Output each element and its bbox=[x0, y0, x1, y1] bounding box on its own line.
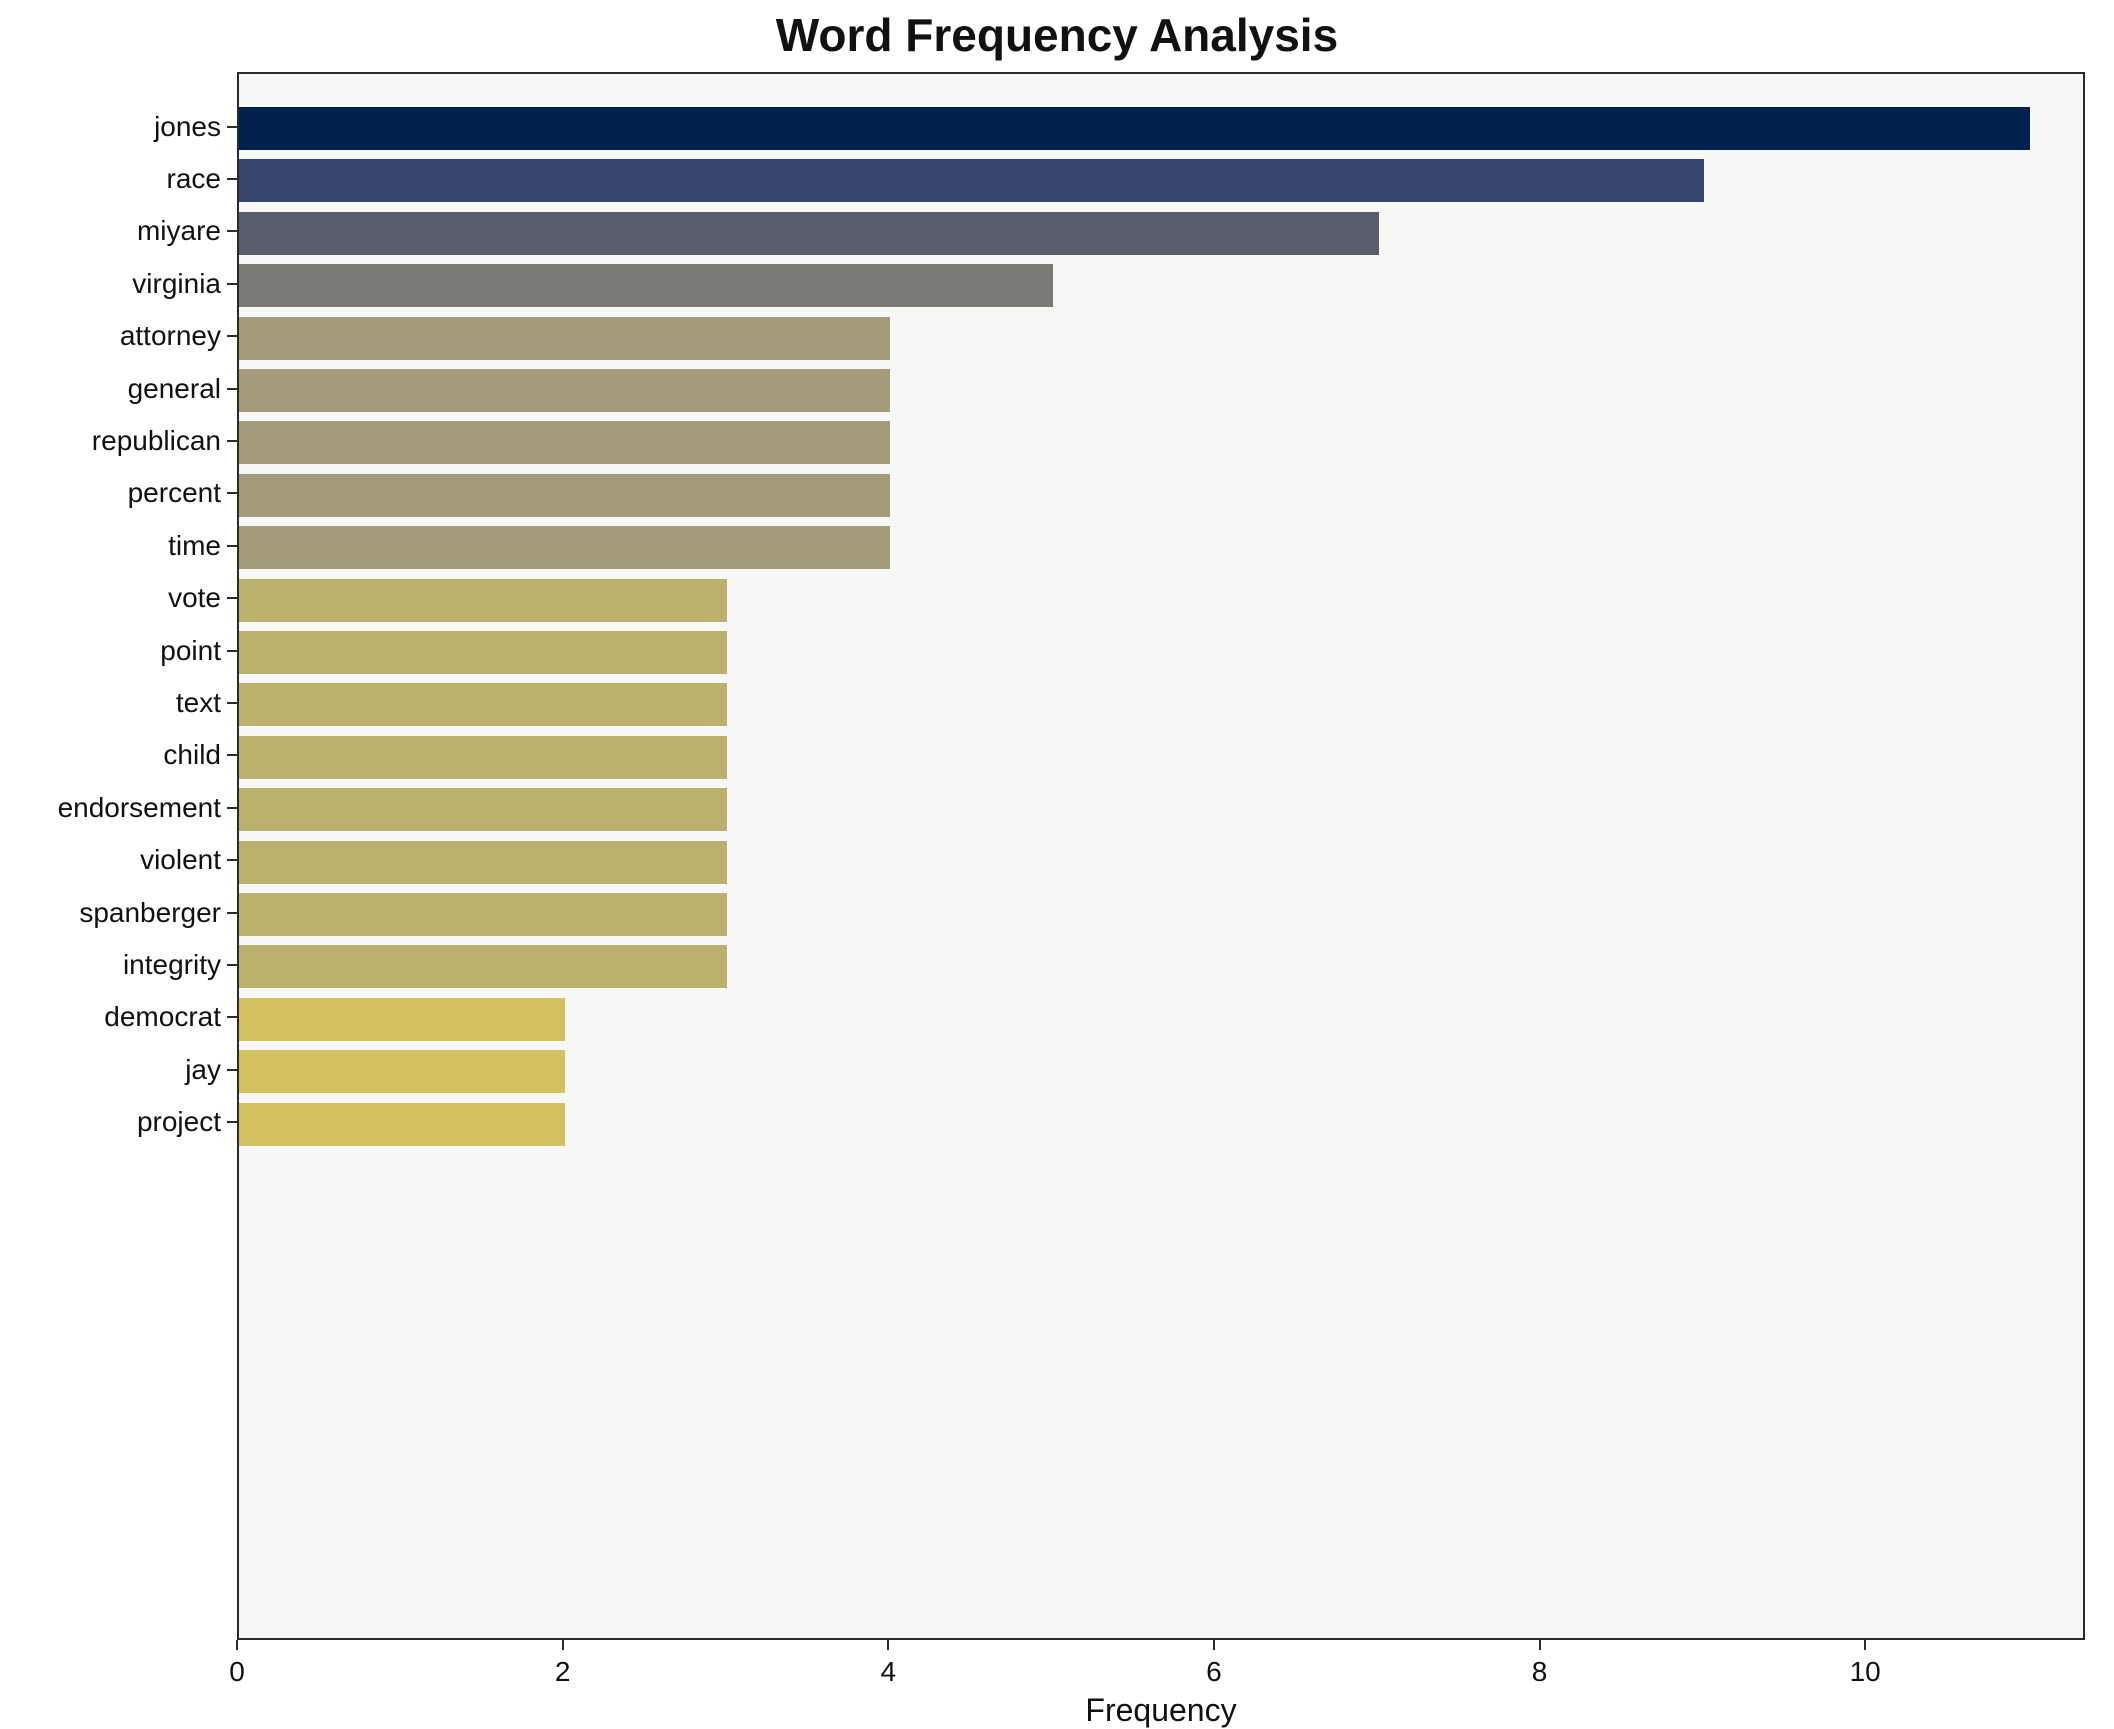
bar-text bbox=[239, 683, 728, 727]
y-tick-label-attorney: attorney bbox=[119, 320, 221, 352]
y-tick-label-point: point bbox=[160, 634, 221, 666]
y-tick-mark bbox=[227, 230, 237, 233]
y-tick-label-vote: vote bbox=[168, 582, 221, 614]
bar-time bbox=[239, 526, 891, 570]
y-tick-label-jay: jay bbox=[185, 1053, 221, 1085]
y-tick-label-jones: jones bbox=[154, 110, 221, 142]
x-tick-label: 8 bbox=[1531, 1656, 1548, 1687]
y-tick-mark bbox=[227, 177, 237, 180]
bar-child bbox=[239, 735, 728, 779]
bar-violent bbox=[239, 840, 728, 884]
chart-title: Word Frequency Analysis bbox=[775, 9, 1339, 61]
x-tick-label: 0 bbox=[229, 1656, 245, 1687]
bar-miyare bbox=[239, 211, 1379, 255]
y-tick-mark bbox=[227, 649, 237, 652]
x-tick-label: 4 bbox=[880, 1656, 897, 1687]
bar-jones bbox=[239, 107, 2030, 150]
bar-virginia bbox=[239, 264, 1054, 308]
y-tick-mark bbox=[227, 492, 237, 495]
y-tick-mark bbox=[227, 859, 237, 862]
y-tick-label-virginia: virginia bbox=[132, 267, 221, 299]
y-tick-mark bbox=[227, 439, 237, 442]
bar-vote bbox=[239, 578, 728, 622]
y-tick-label-miyare: miyare bbox=[136, 215, 221, 247]
y-tick-mark bbox=[227, 544, 237, 547]
y-tick-label-violent: violent bbox=[140, 844, 221, 876]
bar-percent bbox=[239, 473, 891, 517]
bar-spanberger bbox=[239, 893, 728, 936]
y-tick-mark bbox=[227, 125, 237, 128]
x-tick-label: 6 bbox=[1206, 1656, 1222, 1687]
x-tick-mark bbox=[236, 1640, 238, 1650]
y-tick-mark bbox=[227, 701, 237, 704]
y-tick-mark bbox=[227, 597, 237, 600]
y-tick-mark bbox=[227, 1121, 237, 1124]
y-tick-label-percent: percent bbox=[127, 477, 221, 509]
y-tick-mark bbox=[227, 335, 237, 338]
y-tick-mark bbox=[227, 754, 237, 757]
y-tick-mark bbox=[227, 911, 237, 914]
y-tick-label-time: time bbox=[168, 529, 221, 561]
x-axis-label: Frequency bbox=[1085, 1692, 1237, 1728]
y-tick-label-general: general bbox=[127, 372, 221, 404]
y-tick-label-child: child bbox=[163, 739, 221, 771]
y-tick-mark bbox=[227, 963, 237, 966]
bar-attorney bbox=[239, 316, 891, 360]
y-tick-mark bbox=[227, 1016, 237, 1019]
bar-republican bbox=[239, 421, 891, 465]
y-tick-mark bbox=[227, 282, 237, 285]
y-tick-label-project: project bbox=[136, 1106, 221, 1138]
y-tick-mark bbox=[227, 806, 237, 809]
y-tick-label-spanberger: spanberger bbox=[79, 896, 221, 928]
x-tick-mark bbox=[1864, 1640, 1867, 1650]
x-tick-label: 2 bbox=[554, 1656, 571, 1687]
y-tick-label-republican: republican bbox=[91, 424, 221, 456]
x-tick-mark bbox=[1538, 1640, 1541, 1650]
bar-point bbox=[239, 631, 728, 674]
x-tick-label: 10 bbox=[1849, 1656, 1881, 1687]
y-tick-label-integrity: integrity bbox=[122, 948, 221, 980]
y-tick-mark bbox=[227, 387, 237, 390]
bar-general bbox=[239, 369, 891, 412]
bar-democrat bbox=[239, 997, 565, 1041]
x-tick-mark bbox=[1212, 1640, 1215, 1650]
bar-race bbox=[239, 159, 1705, 203]
y-tick-label-endorsement: endorsement bbox=[57, 791, 221, 823]
bar-project bbox=[239, 1102, 565, 1146]
x-tick-mark bbox=[887, 1640, 890, 1650]
plot-area bbox=[237, 72, 2085, 1640]
y-tick-label-democrat: democrat bbox=[104, 1001, 221, 1033]
bar-integrity bbox=[239, 945, 728, 989]
bar-endorsement bbox=[239, 788, 728, 832]
y-tick-label-text: text bbox=[175, 686, 221, 718]
y-tick-label-race: race bbox=[166, 162, 221, 194]
y-tick-mark bbox=[227, 1068, 237, 1071]
bar-jay bbox=[239, 1050, 565, 1094]
x-tick-mark bbox=[561, 1640, 564, 1650]
